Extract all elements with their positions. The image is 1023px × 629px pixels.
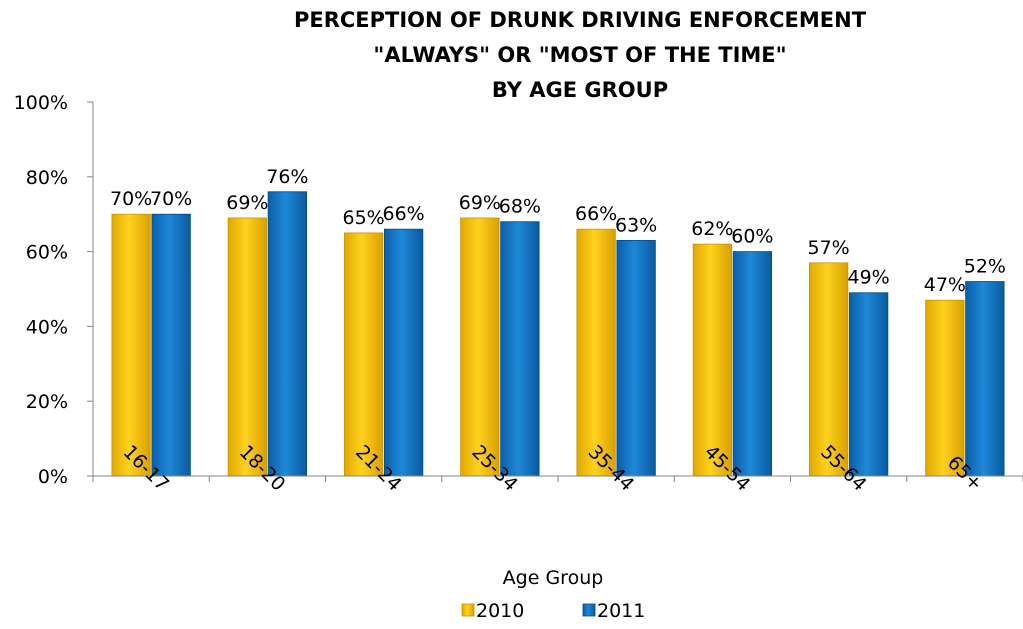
legend: 2010 2011 (461, 600, 645, 622)
data-label: 62% (691, 218, 733, 240)
chart-title-line-2: "ALWAYS" OR "MOST OF THE TIME" (373, 43, 786, 67)
data-label: 68% (499, 196, 541, 218)
bar-2011 (151, 213, 191, 477)
legend-swatch-2011 (582, 603, 596, 617)
y-tick-label: 40% (26, 316, 68, 338)
data-label: 69% (459, 192, 501, 214)
bar-2010 (460, 217, 500, 477)
bar-2011 (616, 239, 656, 477)
legend-label-2011: 2011 (597, 600, 645, 622)
data-label: 52% (964, 256, 1006, 278)
bar-2011 (965, 281, 1005, 477)
bar-2010 (576, 228, 616, 477)
bar-2010 (111, 213, 151, 477)
bar-2010 (227, 217, 268, 477)
data-label: 49% (848, 267, 890, 289)
legend-label-2010: 2010 (476, 600, 524, 622)
data-label: 63% (615, 214, 657, 236)
data-label: 70% (110, 188, 152, 210)
bar-2011 (500, 221, 540, 477)
bar-2011 (383, 228, 424, 477)
bar-2011 (848, 292, 889, 477)
data-label: 47% (924, 274, 966, 296)
data-label: 57% (808, 237, 850, 259)
data-label: 70% (150, 188, 192, 210)
data-label: 69% (226, 192, 268, 214)
bar-2010 (692, 243, 733, 477)
data-label: 60% (731, 226, 773, 248)
bar-2011 (267, 191, 308, 477)
bar-2010 (343, 232, 384, 477)
y-axis: 0% 20% 40% 60% 80% 100% (14, 92, 94, 488)
bars (111, 191, 1005, 477)
chart-title-line-1: PERCEPTION OF DRUNK DRIVING ENFORCEMENT (294, 8, 867, 32)
data-label: 76% (266, 166, 308, 188)
y-tick-label: 60% (26, 242, 68, 264)
chart-title-line-3: BY AGE GROUP (492, 78, 668, 102)
y-tick-label: 0% (38, 466, 68, 488)
y-tick-label: 20% (26, 391, 68, 413)
data-label: 65% (343, 207, 385, 229)
x-axis-title: Age Group (503, 567, 604, 589)
y-tick-label: 80% (26, 167, 68, 189)
bar-2010 (925, 299, 965, 477)
bar-2011 (732, 251, 773, 477)
data-label: 66% (575, 203, 617, 225)
legend-swatch-2010 (461, 603, 475, 617)
y-tick-label: 100% (14, 92, 68, 114)
data-labels: 70%70% 69%76%65%66%69%68% 66%63% 62%60%57%4… (110, 166, 1006, 296)
data-label: 66% (383, 203, 425, 225)
chart-title: PERCEPTION OF DRUNK DRIVING ENFORCEMENT … (294, 8, 867, 102)
